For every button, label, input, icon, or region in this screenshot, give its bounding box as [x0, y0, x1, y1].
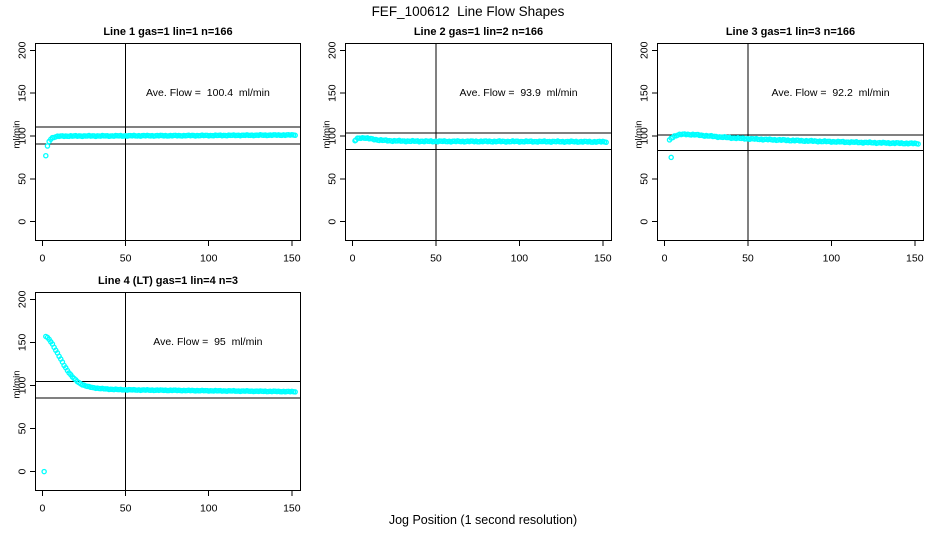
panel-title: Line 1 gas=1 lin=1 n=166	[103, 26, 233, 38]
ave-flow-annotation: Ave. Flow = 93.9 ml/min	[459, 86, 578, 99]
plot-box	[35, 292, 301, 491]
panel-line-4: Line 4 (LT) gas=1 lin=4 n=3 Ave. Flow = …	[12, 275, 301, 515]
flow-point	[292, 389, 298, 395]
y-tick-label: 50	[639, 173, 651, 185]
x-axis-label: Jog Position (1 second resolution)	[388, 513, 578, 527]
x-tick-label: 50	[120, 253, 132, 265]
flow-point	[44, 143, 51, 149]
panel-title: Line 4 (LT) gas=1 lin=4 n=3	[97, 275, 239, 287]
x-tick-label: 150	[594, 253, 612, 265]
ave-flow-annotation: Ave. Flow = 100.4 ml/min	[145, 86, 270, 99]
flow-point	[915, 141, 921, 147]
ave-flow-annotation: Ave. Flow = 92.2 ml/min	[771, 86, 890, 99]
panel-line-3: Line 3 gas=1 lin=3 n=166 Ave. Flow = 92.…	[634, 26, 924, 265]
plot-area: 0 50 100 150 0 50 100 150 200	[17, 41, 301, 265]
y-tick-label: 200	[17, 290, 29, 308]
x-tick-label: 100	[511, 253, 529, 265]
x-tick-label: 50	[120, 503, 132, 515]
panel-title: Line 3 gas=1 lin=3 n=166	[725, 26, 856, 38]
y-tick-label: 0	[327, 219, 339, 225]
y-tick-label: 200	[639, 41, 651, 59]
x-tick-label: 50	[430, 253, 442, 265]
flow-point	[43, 152, 49, 159]
plot-box	[345, 43, 612, 241]
x-tick-label: 150	[283, 253, 301, 265]
flow-points-series	[352, 134, 609, 146]
flow-point	[41, 468, 47, 475]
panel-line-1: Line 1 gas=1 lin=1 n=166 Ave. Flow = 100…	[12, 26, 301, 265]
ave-flow-annotation: Ave. Flow = 95 ml/min	[153, 335, 263, 348]
y-tick-label: 0	[17, 469, 29, 475]
x-tick-label: 0	[40, 253, 46, 265]
panel-title: Line 2 gas=1 lin=2 n=166	[413, 26, 544, 38]
x-tick-label: 150	[283, 503, 301, 515]
y-tick-label: 200	[17, 41, 29, 59]
flow-points-series	[41, 333, 298, 475]
flow-point	[292, 132, 298, 139]
x-tick-label: 150	[906, 253, 924, 265]
flow-points-series	[666, 131, 921, 161]
x-tick-label: 0	[350, 253, 356, 265]
y-tick-label: 0	[639, 219, 651, 225]
plot-box	[657, 43, 924, 241]
flow-points-series	[43, 131, 298, 159]
y-tick-label: 100	[639, 127, 651, 145]
x-tick-label: 100	[200, 503, 218, 515]
y-tick-label: 150	[327, 84, 339, 102]
y-tick-label: 100	[327, 127, 339, 145]
y-tick-label: 150	[639, 84, 651, 102]
x-tick-label: 50	[742, 253, 754, 265]
figure-title: FEF_100612 Line Flow Shapes	[371, 4, 565, 19]
y-tick-label: 50	[17, 423, 29, 435]
flow-point	[603, 139, 609, 146]
y-tick-label: 100	[17, 127, 29, 145]
y-tick-label: 50	[327, 173, 339, 185]
y-tick-label: 200	[327, 41, 339, 59]
x-tick-label: 100	[823, 253, 841, 265]
y-tick-label: 150	[17, 333, 29, 351]
y-tick-label: 150	[17, 84, 29, 102]
flow-point	[668, 154, 674, 161]
y-tick-label: 100	[17, 377, 29, 395]
y-tick-label: 50	[17, 173, 29, 185]
x-tick-label: 0	[662, 253, 668, 265]
x-tick-label: 100	[200, 253, 218, 265]
plot-box	[35, 43, 301, 241]
plot-area: 0 50 100 150 0 50 100 150 200	[17, 290, 301, 515]
plot-area: 0 50 100 150 0 50 100 150 200	[639, 41, 924, 265]
panel-line-2: Line 2 gas=1 lin=2 n=166 Ave. Flow = 93.…	[322, 26, 612, 265]
plot-area: 0 50 100 150 0 50 100 150 200	[327, 41, 612, 265]
x-tick-label: 0	[40, 503, 46, 515]
y-tick-label: 0	[17, 219, 29, 225]
